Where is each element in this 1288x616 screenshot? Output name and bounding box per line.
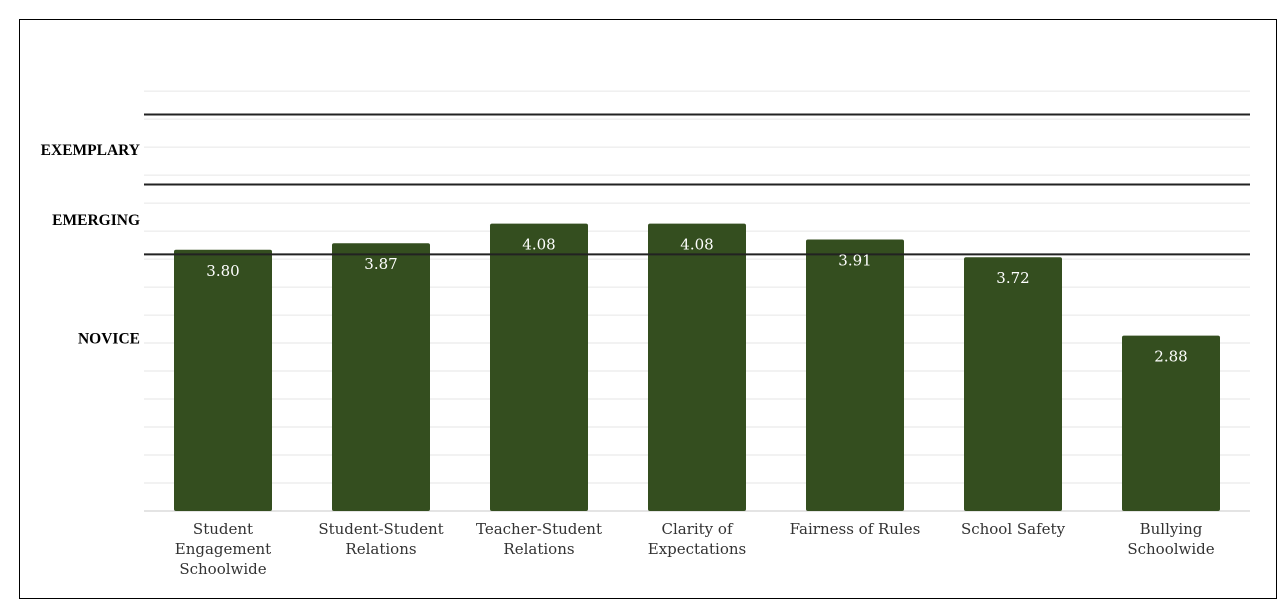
bar	[332, 243, 430, 511]
value-label: 3.87	[364, 255, 397, 273]
category-label: School Safety	[961, 520, 1066, 538]
bar	[806, 239, 904, 511]
threshold-lines	[144, 113, 1250, 256]
labels: 3.80 Student Engagement Schoolwide 3.87 Stude…	[41, 142, 1215, 578]
bar	[490, 223, 588, 512]
category-label: Bullying	[1140, 520, 1203, 538]
level-label-novice: NOVICE	[78, 330, 140, 347]
bar	[174, 249, 272, 511]
value-label: 4.08	[680, 236, 713, 254]
level-label-emerging: EMERGING	[52, 212, 140, 229]
value-label: 3.72	[996, 269, 1029, 287]
category-label: Relations	[345, 540, 416, 558]
bar	[1122, 335, 1220, 511]
category-label: Relations	[503, 540, 574, 558]
category-label: Fairness of Rules	[790, 520, 921, 538]
value-label: 3.91	[838, 251, 871, 269]
chart-frame: 3.80 Student Engagement Schoolwide 3.87 Stude…	[19, 19, 1277, 599]
category-label: Schoolwide	[1127, 540, 1214, 558]
bars	[174, 223, 1220, 512]
bar	[648, 223, 746, 512]
category-label: Student	[193, 520, 253, 538]
value-label: 4.08	[522, 236, 555, 254]
category-label: Clarity of	[661, 520, 733, 538]
category-label: Engagement	[175, 540, 271, 558]
category-label: Teacher-Student	[476, 520, 602, 538]
category-label: Student-Student	[318, 520, 443, 538]
value-label: 3.80	[206, 262, 239, 280]
bar	[964, 257, 1062, 511]
category-label: Expectations	[648, 540, 746, 558]
level-label-exemplary: EXEMPLARY	[41, 142, 140, 159]
value-label: 2.88	[1154, 348, 1187, 366]
category-label: Schoolwide	[179, 560, 266, 578]
chart: 3.80 Student Engagement Schoolwide 3.87 Stude…	[41, 90, 1250, 578]
